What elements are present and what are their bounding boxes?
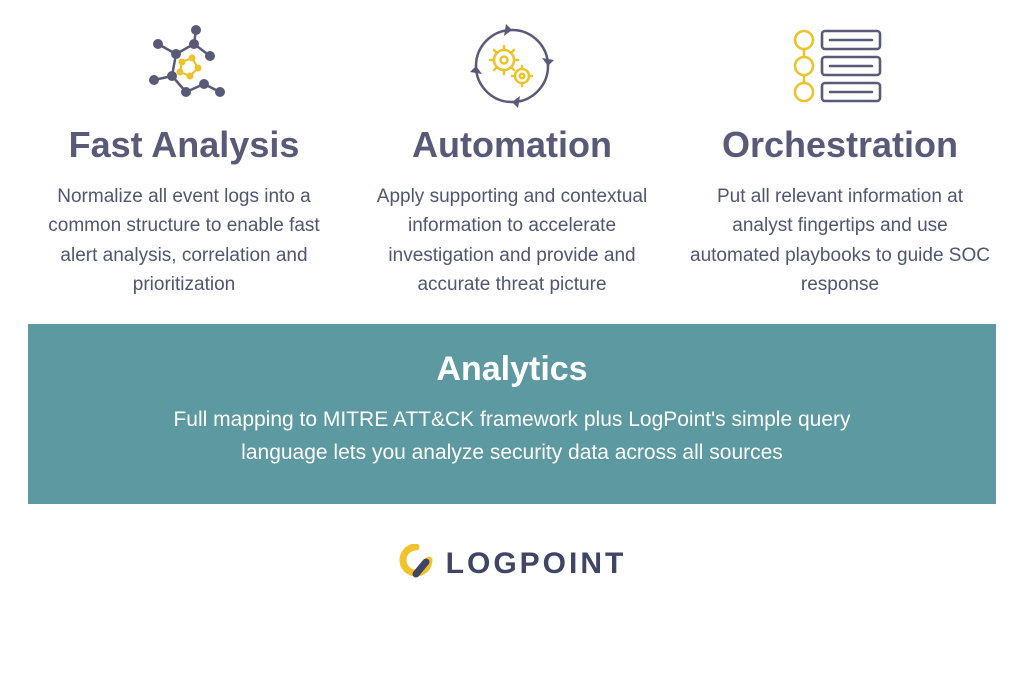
col-body: Normalize all event logs into a common s… bbox=[28, 182, 340, 300]
logpoint-logo: LOGPOINT bbox=[28, 544, 996, 585]
analytics-banner: Analytics Full mapping to MITRE ATT&CK f… bbox=[28, 324, 996, 504]
logo-text: LOGPOINT bbox=[446, 547, 627, 581]
feature-col-fast-analysis: Fast Analysis Normalize all event logs i… bbox=[28, 20, 340, 300]
logpoint-mark-icon bbox=[398, 544, 434, 585]
gears-cycle-icon bbox=[460, 20, 564, 112]
feature-col-automation: Automation Apply supporting and contextu… bbox=[356, 20, 668, 300]
banner-title: Analytics bbox=[128, 350, 896, 389]
col-body: Apply supporting and contextual informat… bbox=[356, 182, 668, 300]
molecule-icon bbox=[136, 20, 232, 112]
col-title: Fast Analysis bbox=[69, 124, 300, 166]
col-title: Orchestration bbox=[722, 124, 958, 166]
banner-body: Full mapping to MITRE ATT&CK framework p… bbox=[128, 403, 896, 470]
feature-columns: Fast Analysis Normalize all event logs i… bbox=[28, 20, 996, 300]
col-title: Automation bbox=[412, 124, 612, 166]
feature-col-orchestration: Orchestration Put all relevant informati… bbox=[684, 20, 996, 300]
col-body: Put all relevant information at analyst … bbox=[684, 182, 996, 300]
playbook-list-icon bbox=[786, 20, 894, 112]
